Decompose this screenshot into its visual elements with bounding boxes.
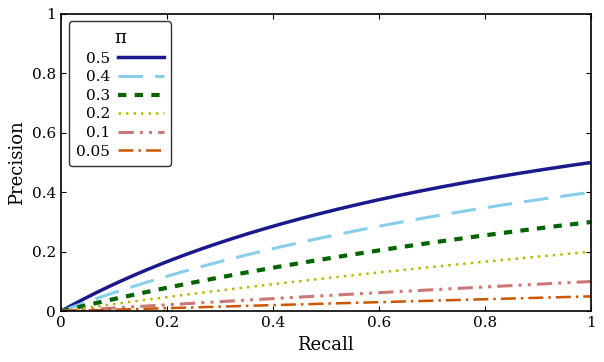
0.2 — [475, 260, 482, 265]
0.5 — [301, 215, 308, 220]
0.3 — [587, 220, 594, 224]
0.1 — [571, 280, 579, 285]
0.4 — [57, 309, 65, 313]
0.05 — [85, 308, 92, 313]
0.5 — [571, 163, 579, 167]
0.1 — [85, 307, 92, 312]
0.5 — [85, 295, 92, 299]
0.05 — [57, 309, 65, 313]
0.5 — [587, 160, 594, 165]
0.05 — [301, 302, 308, 306]
0.05 — [587, 294, 594, 299]
0.05 — [572, 295, 579, 299]
0.5 — [475, 178, 482, 182]
0.5 — [57, 309, 65, 313]
Y-axis label: Precision: Precision — [8, 120, 27, 205]
X-axis label: Recall: Recall — [298, 336, 355, 354]
Line: 0.4: 0.4 — [61, 192, 591, 311]
0.3 — [572, 222, 579, 226]
0.2 — [587, 249, 594, 254]
0.3 — [85, 303, 92, 307]
Line: 0.5: 0.5 — [61, 163, 591, 311]
Line: 0.05: 0.05 — [61, 296, 591, 311]
0.2 — [301, 278, 308, 283]
0.2 — [315, 277, 322, 281]
0.4 — [572, 192, 579, 197]
0.1 — [587, 279, 594, 284]
0.05 — [571, 295, 579, 299]
0.1 — [57, 309, 65, 313]
0.5 — [315, 212, 322, 216]
Line: 0.2: 0.2 — [61, 252, 591, 311]
0.3 — [571, 222, 579, 226]
0.4 — [315, 236, 322, 241]
0.3 — [301, 260, 308, 265]
0.4 — [571, 192, 579, 197]
0.5 — [572, 163, 579, 167]
0.3 — [57, 309, 65, 313]
0.2 — [572, 251, 579, 255]
0.2 — [571, 251, 579, 255]
0.1 — [572, 280, 579, 285]
0.4 — [587, 190, 594, 194]
0.4 — [85, 299, 92, 304]
0.1 — [301, 295, 308, 299]
0.05 — [315, 302, 322, 306]
Legend: 0.5, 0.4, 0.3, 0.2, 0.1, 0.05: 0.5, 0.4, 0.3, 0.2, 0.1, 0.05 — [69, 21, 172, 166]
0.3 — [475, 234, 482, 239]
0.2 — [57, 309, 65, 313]
0.1 — [315, 294, 322, 298]
0.4 — [301, 239, 308, 244]
0.1 — [475, 285, 482, 290]
Line: 0.1: 0.1 — [61, 282, 591, 311]
0.4 — [475, 207, 482, 211]
0.3 — [315, 258, 322, 262]
0.05 — [475, 297, 482, 302]
0.2 — [85, 305, 92, 310]
Line: 0.3: 0.3 — [61, 222, 591, 311]
